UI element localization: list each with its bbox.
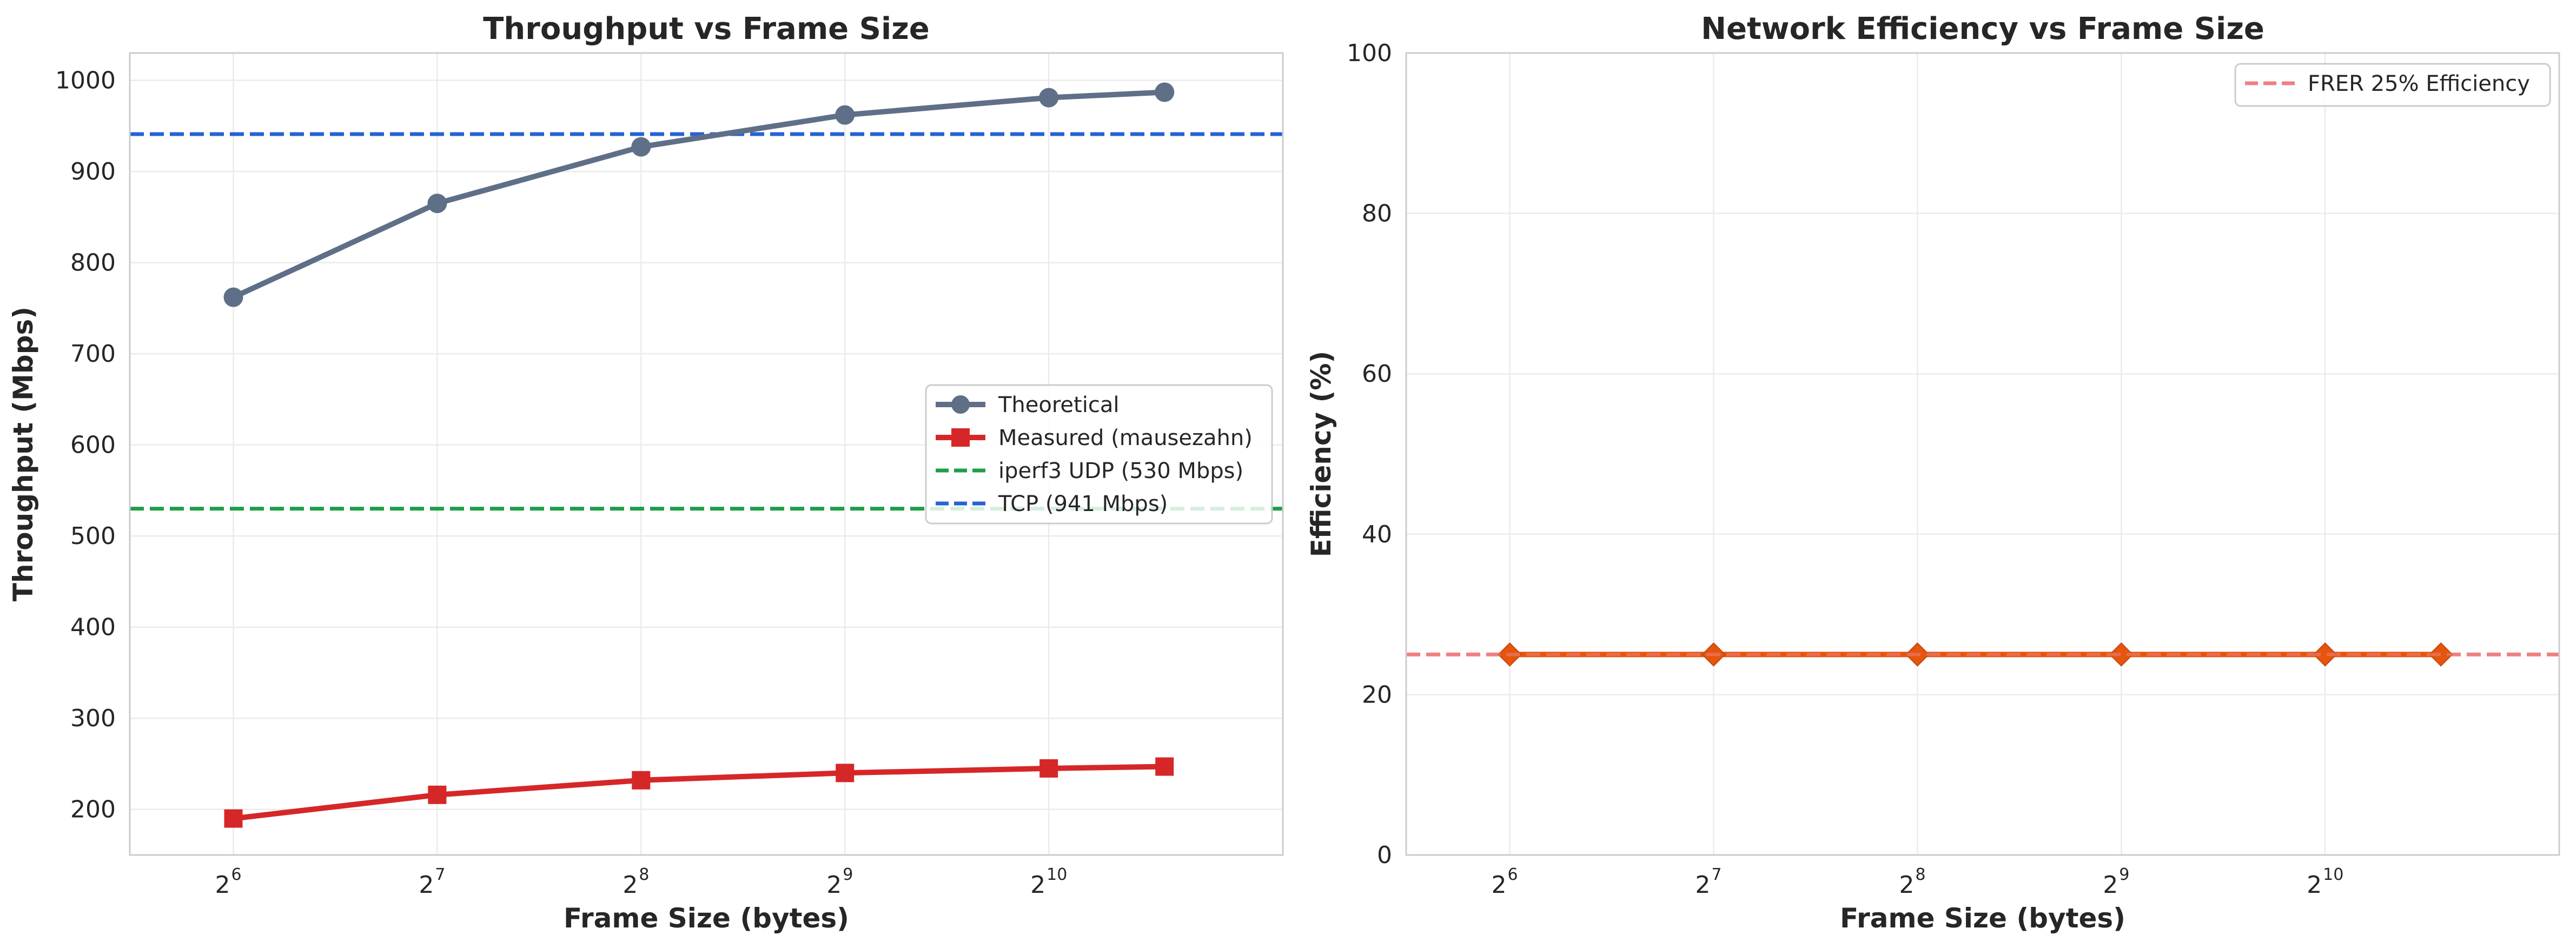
- y-tick-label: 200: [70, 796, 116, 824]
- x-tick-exponent: 10: [1047, 865, 1067, 884]
- y-tick-label: 40: [1362, 521, 1392, 548]
- legend: FRER 25% Efficiency: [2234, 63, 2551, 107]
- x-tick-label: 2: [1492, 871, 1507, 899]
- y-axis-label: Efficiency (%): [1306, 351, 1337, 558]
- x-tick-exponent: 9: [2119, 865, 2129, 884]
- data-point: [2428, 642, 2453, 667]
- x-tick-label: 2: [1899, 871, 1914, 899]
- x-tick-exponent: 8: [1915, 865, 1925, 884]
- data-point: [2313, 642, 2337, 667]
- legend-label: FRER 25% Efficiency: [2308, 71, 2530, 96]
- x-tick-label: 2: [623, 871, 638, 899]
- axes-frame: [129, 52, 1284, 856]
- legend-label: iperf3 UDP (530 Mbps): [998, 459, 1243, 483]
- data-point: [631, 137, 651, 157]
- data-point: [1155, 82, 1175, 102]
- data-point: [428, 785, 447, 804]
- series-0: [223, 82, 1175, 307]
- axes-frame: [1405, 52, 2560, 856]
- x-axis-label: Frame Size (bytes): [1840, 903, 2125, 934]
- y-tick-label: 20: [1362, 681, 1392, 708]
- y-tick-label: 0: [1377, 841, 1392, 869]
- legend-marker: [951, 395, 970, 414]
- data-point: [1039, 759, 1058, 778]
- series-1: [224, 757, 1174, 828]
- y-tick-label: 900: [70, 158, 116, 185]
- series-line: [230, 89, 1168, 300]
- legend-label: TCP (941 Mbps): [998, 492, 1168, 516]
- x-tick-label: 2: [2307, 871, 2322, 899]
- x-tick-label: 2: [826, 871, 842, 899]
- y-tick-label: 1000: [55, 67, 116, 95]
- plot-area: [1406, 53, 2559, 855]
- x-tick-exponent: 8: [639, 865, 649, 884]
- y-tick-label: 60: [1362, 360, 1392, 388]
- x-tick-exponent: 7: [1711, 865, 1721, 884]
- y-tick-label: 700: [70, 340, 116, 368]
- x-tick-exponent: 7: [435, 865, 445, 884]
- chart-title: Throughput vs Frame Size: [483, 11, 930, 47]
- data-point: [836, 764, 855, 783]
- x-tick-label: 2: [1030, 871, 1045, 899]
- data-point: [223, 287, 243, 307]
- series-line: [230, 764, 1168, 821]
- legend: Theoretical Measured (mausezahn) iperf3 UD…: [925, 384, 1273, 525]
- data-point: [1039, 88, 1059, 108]
- data-point: [427, 194, 447, 214]
- data-point: [835, 105, 855, 125]
- legend-label: Theoretical: [998, 393, 1119, 417]
- y-axis-label: Throughput (Mbps): [8, 307, 39, 601]
- x-tick-exponent: 6: [231, 865, 242, 884]
- x-axis-label: Frame Size (bytes): [564, 903, 849, 934]
- legend-marker: [951, 428, 970, 447]
- x-tick-label: 2: [1695, 871, 1710, 899]
- y-tick-label: 800: [70, 249, 116, 277]
- y-tick-label: 600: [70, 432, 116, 459]
- legend-box: [2234, 63, 2551, 107]
- data-point: [632, 771, 651, 790]
- x-tick-label: 2: [419, 871, 434, 899]
- data-point: [224, 809, 243, 828]
- data-point: [1155, 757, 1174, 776]
- legend-label: Measured (mausezahn): [998, 426, 1253, 450]
- x-tick-exponent: 9: [843, 865, 853, 884]
- x-tick-label: 2: [2103, 871, 2118, 899]
- data-point: [2109, 642, 2134, 667]
- x-tick-exponent: 10: [2323, 865, 2343, 884]
- y-tick-label: 400: [70, 614, 116, 641]
- y-tick-label: 500: [70, 522, 116, 550]
- chart-title: Network Efficiency vs Frame Size: [1701, 11, 2264, 47]
- x-tick-label: 2: [215, 871, 230, 899]
- x-tick-exponent: 6: [1508, 865, 1518, 884]
- y-tick-label: 80: [1362, 200, 1392, 228]
- y-tick-label: 300: [70, 705, 116, 732]
- y-tick-label: 100: [1347, 39, 1392, 67]
- legend-box: [925, 384, 1273, 525]
